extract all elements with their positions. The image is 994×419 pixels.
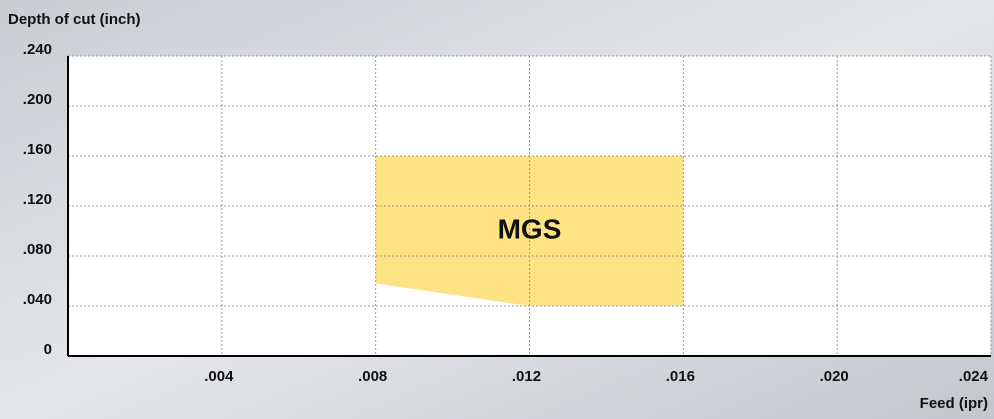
region-label: MGS: [498, 213, 562, 244]
y-tick-label: .040: [23, 291, 52, 308]
x-tick-label: .004: [204, 368, 234, 385]
x-tick-label: .012: [512, 368, 541, 385]
x-tick-label: .016: [666, 368, 695, 385]
x-axis-label: Feed (ipr): [920, 395, 988, 412]
y-tick-label: .120: [23, 191, 52, 208]
y-tick-label: .240: [23, 41, 52, 58]
y-tick-label: .160: [23, 141, 52, 158]
x-tick-label: .024: [959, 368, 989, 385]
y-tick-label: 0: [44, 341, 52, 358]
y-axis-label: Depth of cut (inch): [8, 11, 140, 28]
x-tick-label: .008: [358, 368, 387, 385]
x-tick-label: .020: [820, 368, 849, 385]
y-tick-label: .200: [23, 91, 52, 108]
region: [375, 156, 684, 306]
y-tick-label: .080: [23, 241, 52, 258]
